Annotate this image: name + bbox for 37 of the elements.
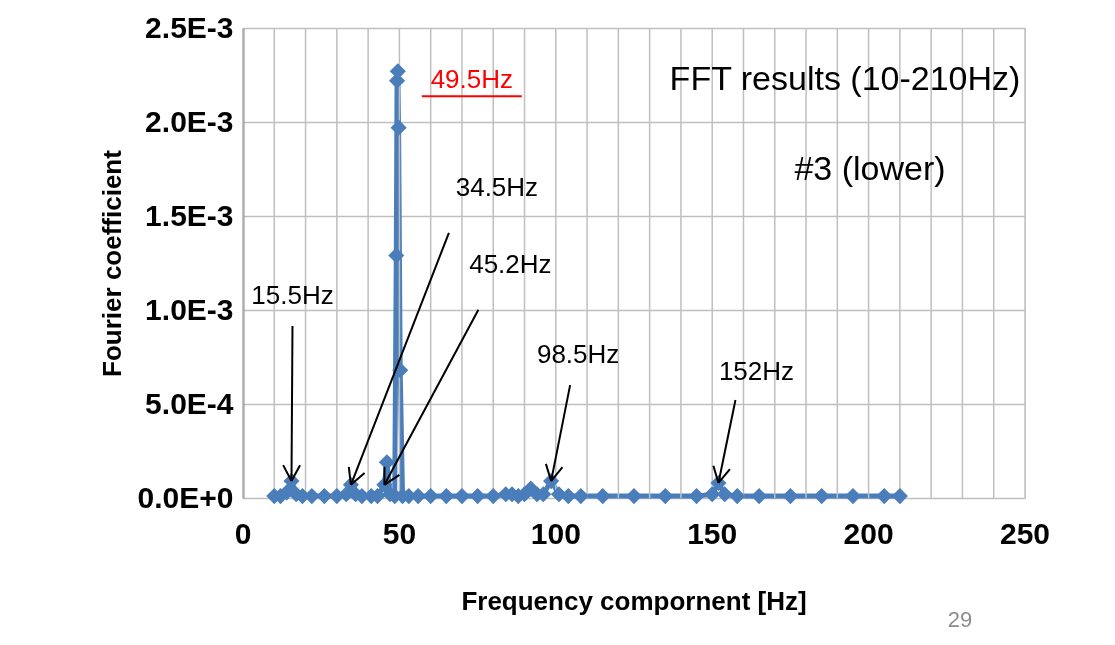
- point: [316, 488, 333, 505]
- y-tick-label: 2.5E-3: [145, 10, 234, 44]
- text: 29: [947, 607, 973, 632]
- annotation: 45.2Hz: [469, 248, 552, 279]
- x-tick-label: 0: [234, 517, 252, 550]
- x-tick-label: 250: [999, 517, 1051, 550]
- annotation: 152Hz: [718, 355, 795, 386]
- annotation: 15.5Hz: [251, 280, 334, 311]
- y-tick-label: 5.0E-4: [145, 386, 234, 420]
- point: [390, 119, 407, 136]
- x-tick-label: 100: [530, 517, 581, 550]
- annotation: 49.5Hz: [430, 64, 514, 95]
- x-tick-label: 200: [843, 517, 894, 550]
- x-axis-title: Frequency compornent [Hz]: [461, 586, 807, 616]
- x-tick-label: 50: [382, 517, 417, 550]
- point: [560, 488, 577, 505]
- y-axis-title: Fourier coefficient: [96, 149, 127, 377]
- point: [782, 488, 799, 505]
- point: [469, 488, 486, 505]
- text: FFT results (10-210Hz): [669, 59, 1021, 97]
- y-tick-label: 0.0E+0: [137, 480, 234, 514]
- point: [704, 486, 721, 503]
- point: [388, 247, 405, 264]
- point: [422, 488, 439, 505]
- point: [438, 488, 455, 505]
- y-tick-label: 1.0E-3: [145, 292, 234, 326]
- y-tick-label: 1.5E-3: [145, 198, 234, 232]
- point: [729, 488, 746, 505]
- point: [813, 488, 830, 505]
- annotation: 98.5Hz: [536, 339, 620, 370]
- x-tick-label: 150: [687, 517, 738, 550]
- point: [485, 488, 502, 505]
- text: #3 (lower): [794, 149, 946, 187]
- annotation: 34.5Hz: [455, 171, 539, 202]
- point: [716, 486, 733, 503]
- y-tick-label: 2.0E-3: [145, 104, 234, 138]
- point: [688, 488, 705, 505]
